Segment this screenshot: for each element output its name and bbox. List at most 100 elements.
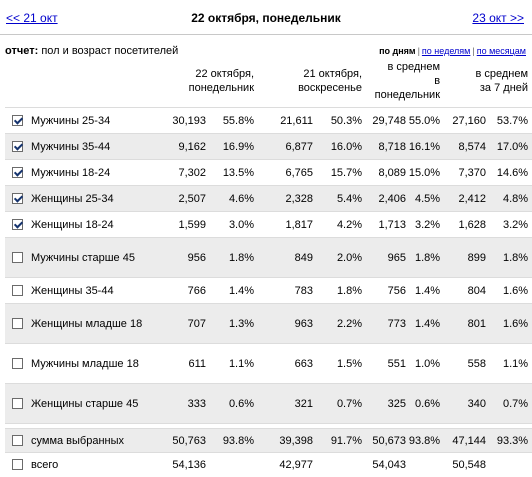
percent-cell: 2.0% [313,237,367,278]
visits-cell: 2,406 [366,185,407,212]
percent-cell: 4.5% [406,185,445,212]
row-checkbox[interactable] [11,459,23,471]
visits-cell: 773 [366,303,407,344]
row-label: Мужчины старше 45 [29,237,154,278]
percent-cell: 1.5% [313,343,367,384]
visits-cell: 1,713 [366,211,407,238]
row-label: сумма выбранных [29,428,154,453]
table-row: Женщины 18-24 1,599 3.0% 1,817 4.2% 1,713 3.2%… [5,211,532,238]
percent-cell: 15.7% [313,159,367,186]
visits-cell: 804 [444,277,487,304]
table-row: Мужчины 25-34 30,193 55.8% 21,611 50.3% 29,74… [5,107,532,134]
percent-cell: 14.6% [486,159,532,186]
percent-cell: 1.8% [406,237,445,278]
total-row: всего 54,136 42,977 54,043 50,548 [5,452,532,477]
view-by-week-link[interactable]: по неделям [421,46,471,56]
row-label: всего [29,452,154,477]
percent-cell: 5.4% [313,185,367,212]
row-checkbox[interactable] [11,219,23,231]
visits-cell: 321 [258,383,314,424]
percent-cell: 4.2% [313,211,367,238]
visits-cell: 849 [258,237,314,278]
visits-cell: 956 [154,237,206,278]
visits-cell: 663 [258,343,314,384]
percent-cell: 55.0% [406,107,445,134]
row-label: Женщины 35-44 [29,277,154,304]
percent-cell: 4.6% [206,185,259,212]
table-row: Мужчины старше 45 956 1.8% 849 2.0% 965 1.8% 89… [5,237,532,278]
visits-cell: 1,628 [444,211,487,238]
table-row: Женщины старше 45 333 0.6% 321 0.7% 325 0.6% 34… [5,383,532,424]
row-checkbox[interactable] [11,141,23,153]
table-row: Женщины младше 18 707 1.3% 963 2.2% 773 1.4% 80… [5,303,532,344]
separator: | [417,46,420,56]
percent-cell: 1.0% [406,343,445,384]
visits-cell: 965 [366,237,407,278]
visits-cell: 42,977 [258,452,314,477]
percent-cell: 93.3% [486,428,532,453]
visits-cell: 558 [444,343,487,384]
report-label: отчет: пол и возраст посетителей [5,45,178,57]
visits-cell: 27,160 [444,107,487,134]
percent-cell: 3.2% [406,211,445,238]
summary-row: сумма выбранных 50,763 93.8% 39,398 91.7% 50,… [5,428,532,453]
percent-cell: 1.6% [486,303,532,344]
visits-cell: 6,765 [258,159,314,186]
current-date-title: 22 октября, понедельник [191,11,341,25]
next-day-link[interactable]: 23 окт >> [472,11,524,25]
percent-cell: 2.2% [313,303,367,344]
row-checkbox[interactable] [11,115,23,127]
row-label: Женщины младше 18 [29,303,154,344]
period-switcher: по дням | по неделям | по месяцам [379,46,526,56]
percent-cell: 1.8% [206,237,259,278]
visits-cell: 707 [154,303,206,344]
row-checkbox[interactable] [11,193,23,205]
visits-cell: 783 [258,277,314,304]
row-checkbox[interactable] [11,318,23,330]
report-name: пол и возраст посетителей [41,45,179,57]
percent-cell: 93.8% [206,428,259,453]
visits-cell: 50,673 [366,428,407,453]
row-label: Мужчины младше 18 [29,343,154,384]
row-checkbox[interactable] [11,285,23,297]
visits-cell: 340 [444,383,487,424]
table-header-row: 22 октября, понедельник 21 октября, воскре… [5,55,532,108]
percent-cell: 55.8% [206,107,259,134]
column-header: 21 октября, воскресенье [258,55,367,108]
visits-cell: 7,370 [444,159,487,186]
percent-cell: 16.1% [406,133,445,160]
visits-cell: 50,763 [154,428,206,453]
row-label: Мужчины 25-34 [29,107,154,134]
report-label-prefix: отчет: [5,45,39,57]
percent-cell: 3.0% [206,211,259,238]
row-checkbox[interactable] [11,167,23,179]
visits-cell: 899 [444,237,487,278]
percent-cell: 0.6% [406,383,445,424]
percent-cell: 1.4% [206,277,259,304]
visits-cell: 1,599 [154,211,206,238]
view-by-day[interactable]: по дням [379,46,416,56]
percent-cell: 13.5% [206,159,259,186]
percent-cell: 53.7% [486,107,532,134]
row-checkbox[interactable] [11,252,23,264]
visits-cell: 2,328 [258,185,314,212]
row-label: Мужчины 18-24 [29,159,154,186]
visits-cell: 54,043 [366,452,407,477]
percent-cell: 15.0% [406,159,445,186]
visits-cell: 39,398 [258,428,314,453]
visits-cell: 611 [154,343,206,384]
visitors-table: 22 октября, понедельник 21 октября, воскре… [5,55,532,477]
table-row: Женщины 25-34 2,507 4.6% 2,328 5.4% 2,406 4.5%… [5,185,532,212]
visits-cell: 756 [366,277,407,304]
column-header: в среднем в понедельник [366,55,445,108]
prev-day-link[interactable]: << 21 окт [6,11,58,25]
visits-cell: 2,412 [444,185,487,212]
row-checkbox[interactable] [11,435,23,447]
visits-cell: 21,611 [258,107,314,134]
view-by-month-link[interactable]: по месяцам [476,46,526,56]
visits-cell: 29,748 [366,107,407,134]
row-checkbox[interactable] [11,358,23,370]
percent-cell: 16.0% [313,133,367,160]
visits-cell: 801 [444,303,487,344]
row-checkbox[interactable] [11,398,23,410]
